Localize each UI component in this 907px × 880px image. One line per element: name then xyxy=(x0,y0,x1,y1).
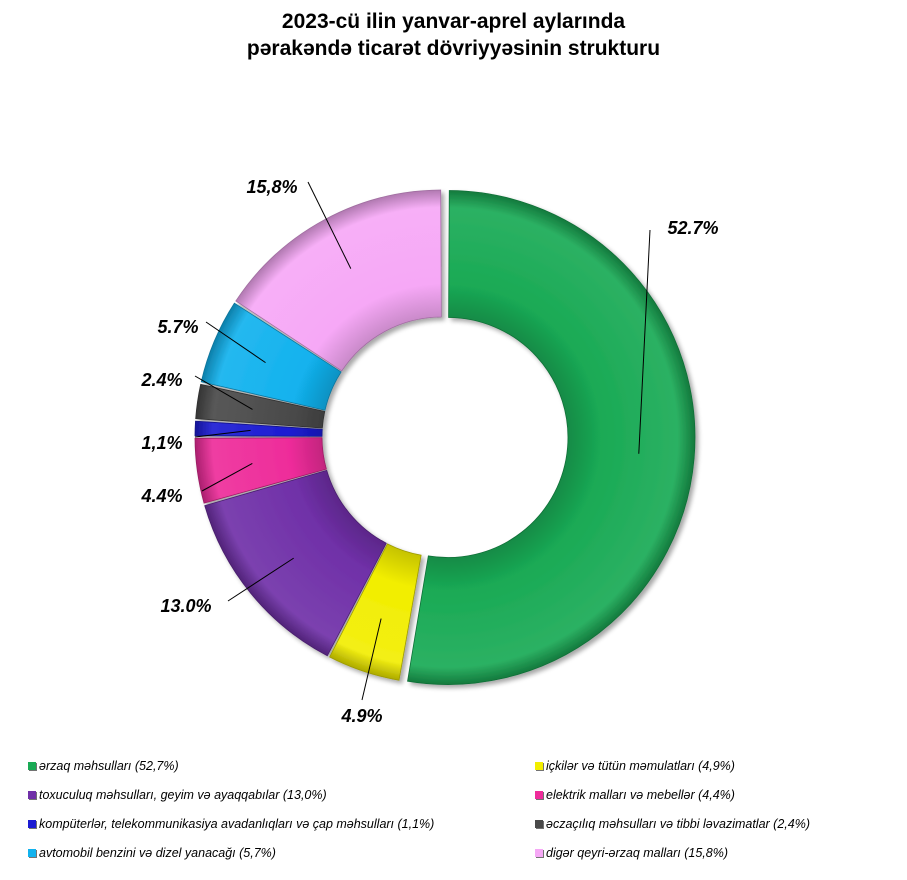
chart-title-line-1: 2023-cü ilin yanvar-aprel aylarında xyxy=(281,10,626,33)
leader-line-1 xyxy=(638,229,651,454)
data-label-3: 13.0% xyxy=(160,596,211,616)
data-label-2: 4.9% xyxy=(340,706,382,726)
donut-slice-5 xyxy=(194,420,323,437)
leader-line-4 xyxy=(201,462,253,492)
data-label-4: 4.4% xyxy=(140,486,182,506)
data-label-1: 52.7% xyxy=(667,218,718,238)
data-label-7: 5.7% xyxy=(157,317,198,337)
leader-line-5 xyxy=(194,429,251,438)
leader-line-6 xyxy=(194,375,253,410)
donut-slice-3 xyxy=(204,469,387,657)
donut-slice-1 xyxy=(407,190,696,685)
chart-title-line-2: pərakəndə ticarət dövriyyəsinin struktur… xyxy=(246,37,661,60)
donut-slice-7 xyxy=(200,302,342,411)
leader-line-2 xyxy=(361,618,382,701)
data-label-6: 2.4% xyxy=(140,370,182,390)
donut-slice-2 xyxy=(329,543,422,681)
donut-slice-8 xyxy=(235,189,442,372)
leader-line-3 xyxy=(227,557,294,602)
leader-line-7 xyxy=(205,321,266,364)
leader-line-8 xyxy=(307,181,352,269)
data-label-8: 15,8% xyxy=(246,177,297,197)
donut-slice-4 xyxy=(194,437,327,504)
chart-title: 2023-cü ilin yanvar-aprel aylarında pəra… xyxy=(0,8,907,62)
data-label-5: 1,1% xyxy=(141,433,182,453)
